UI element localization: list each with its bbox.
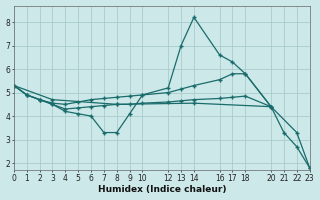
X-axis label: Humidex (Indice chaleur): Humidex (Indice chaleur)	[98, 185, 226, 194]
